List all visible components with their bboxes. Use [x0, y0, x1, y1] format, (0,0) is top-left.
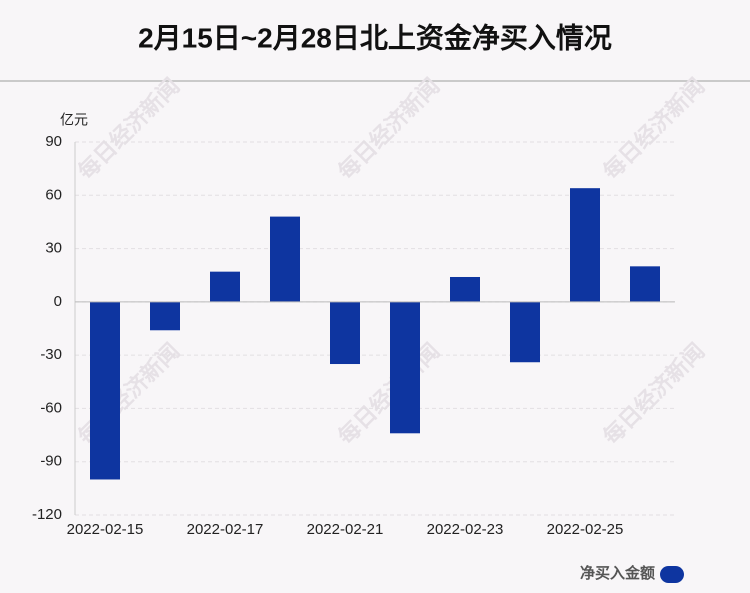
y-unit: 亿元: [60, 112, 88, 128]
x-tick-label: 2022-02-23: [427, 521, 504, 538]
chart-title: 2月15日~2月28日北上资金净买入情况: [138, 21, 612, 53]
bar: [270, 216, 300, 302]
y-tick-label: -60: [40, 399, 62, 416]
bar: [390, 301, 420, 434]
y-tick-label: 30: [45, 240, 62, 257]
y-tick-label: 0: [54, 293, 62, 310]
bar: [570, 188, 600, 302]
y-tick-label: -30: [40, 346, 62, 363]
legend-swatch: [660, 566, 684, 583]
bar: [150, 301, 180, 331]
bar: [510, 301, 540, 363]
bar: [330, 301, 360, 365]
legend-label: 净买入金额: [580, 564, 655, 582]
x-tick-label: 2022-02-17: [187, 521, 264, 538]
bar: [450, 276, 480, 302]
x-tick-label: 2022-02-25: [547, 521, 624, 538]
y-tick-label: -90: [40, 453, 62, 470]
x-tick-label: 2022-02-21: [307, 521, 384, 538]
bar: [90, 301, 120, 480]
y-tick-label: -120: [32, 506, 62, 523]
x-tick-label: 2022-02-15: [67, 521, 144, 538]
bar: [630, 266, 660, 302]
bar: [210, 271, 240, 302]
y-tick-label: 60: [45, 186, 62, 203]
y-tick-label: 90: [45, 133, 62, 150]
